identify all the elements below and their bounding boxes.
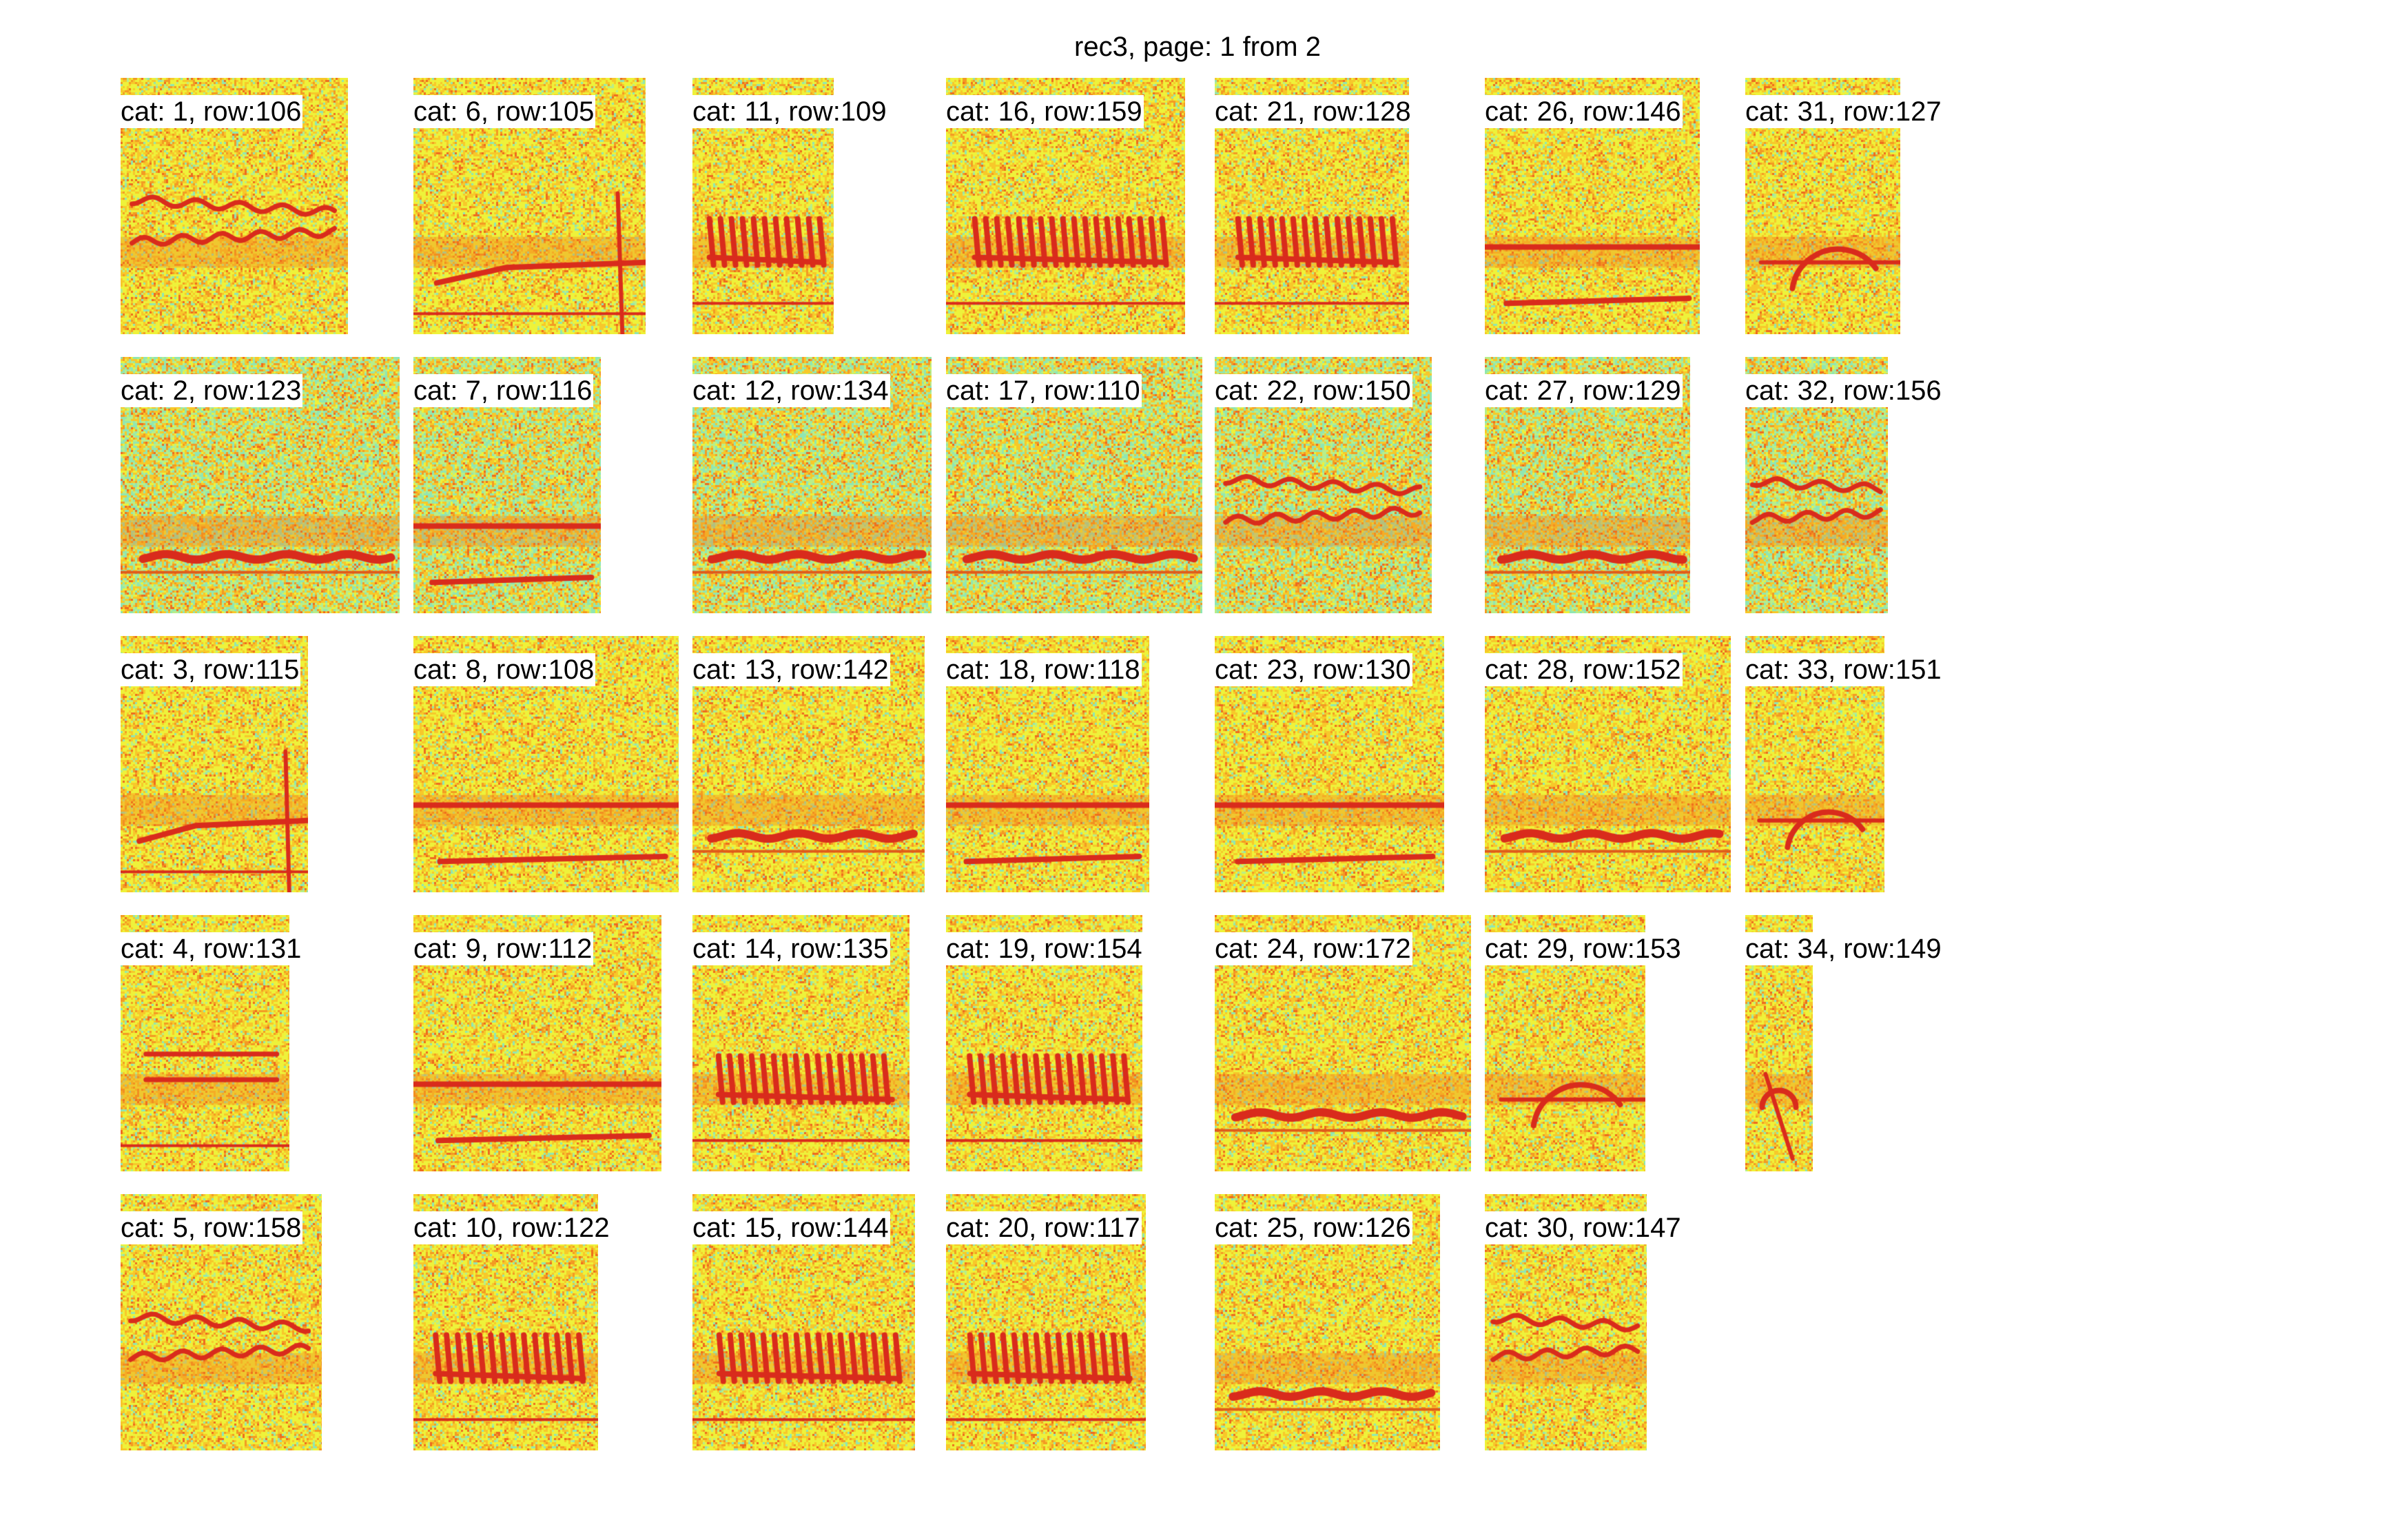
tile-label: cat: 21, row:128: [1215, 95, 1412, 128]
tile-label: cat: 29, row:153: [1485, 932, 1683, 965]
tile-label: cat: 17, row:110: [946, 374, 1142, 407]
tile-label: cat: 26, row:146: [1485, 95, 1683, 128]
tile-label: cat: 27, row:129: [1485, 374, 1683, 407]
tile-label: cat: 11, row:109: [692, 95, 888, 128]
tile-label: cat: 1, row:106: [121, 95, 303, 128]
tile-label: cat: 15, row:144: [692, 1211, 890, 1244]
tile-label: cat: 18, row:118: [946, 653, 1142, 686]
tile-label: cat: 25, row:126: [1215, 1211, 1412, 1244]
tile-label: cat: 10, row:122: [413, 1211, 611, 1244]
tile-label: cat: 13, row:142: [692, 653, 890, 686]
tile-label: cat: 9, row:112: [413, 932, 594, 965]
tile-label: cat: 22, row:150: [1215, 374, 1412, 407]
tile-label: cat: 28, row:152: [1485, 653, 1683, 686]
tile-label: cat: 3, row:115: [121, 653, 301, 686]
tile-label: cat: 2, row:123: [121, 374, 303, 407]
tile-label: cat: 31, row:127: [1745, 95, 1943, 128]
tile-label: cat: 14, row:135: [692, 932, 890, 965]
tile-label: cat: 34, row:149: [1745, 932, 1943, 965]
tile-label: cat: 7, row:116: [413, 374, 594, 407]
tile-label: cat: 16, row:159: [946, 95, 1144, 128]
tile-label: cat: 24, row:172: [1215, 932, 1412, 965]
tile-label: cat: 12, row:134: [692, 374, 890, 407]
tile-label: cat: 5, row:158: [121, 1211, 303, 1244]
tile-label: cat: 8, row:108: [413, 653, 596, 686]
tile-label: cat: 23, row:130: [1215, 653, 1412, 686]
tile-label: cat: 20, row:117: [946, 1211, 1142, 1244]
tile-label: cat: 32, row:156: [1745, 374, 1943, 407]
page-title: rec3, page: 1 from 2: [1074, 32, 1321, 62]
tile-label: cat: 6, row:105: [413, 95, 596, 128]
tile-label: cat: 19, row:154: [946, 932, 1144, 965]
tile-label: cat: 30, row:147: [1485, 1211, 1683, 1244]
tile-label: cat: 4, row:131: [121, 932, 303, 965]
tile-label: cat: 33, row:151: [1745, 653, 1943, 686]
